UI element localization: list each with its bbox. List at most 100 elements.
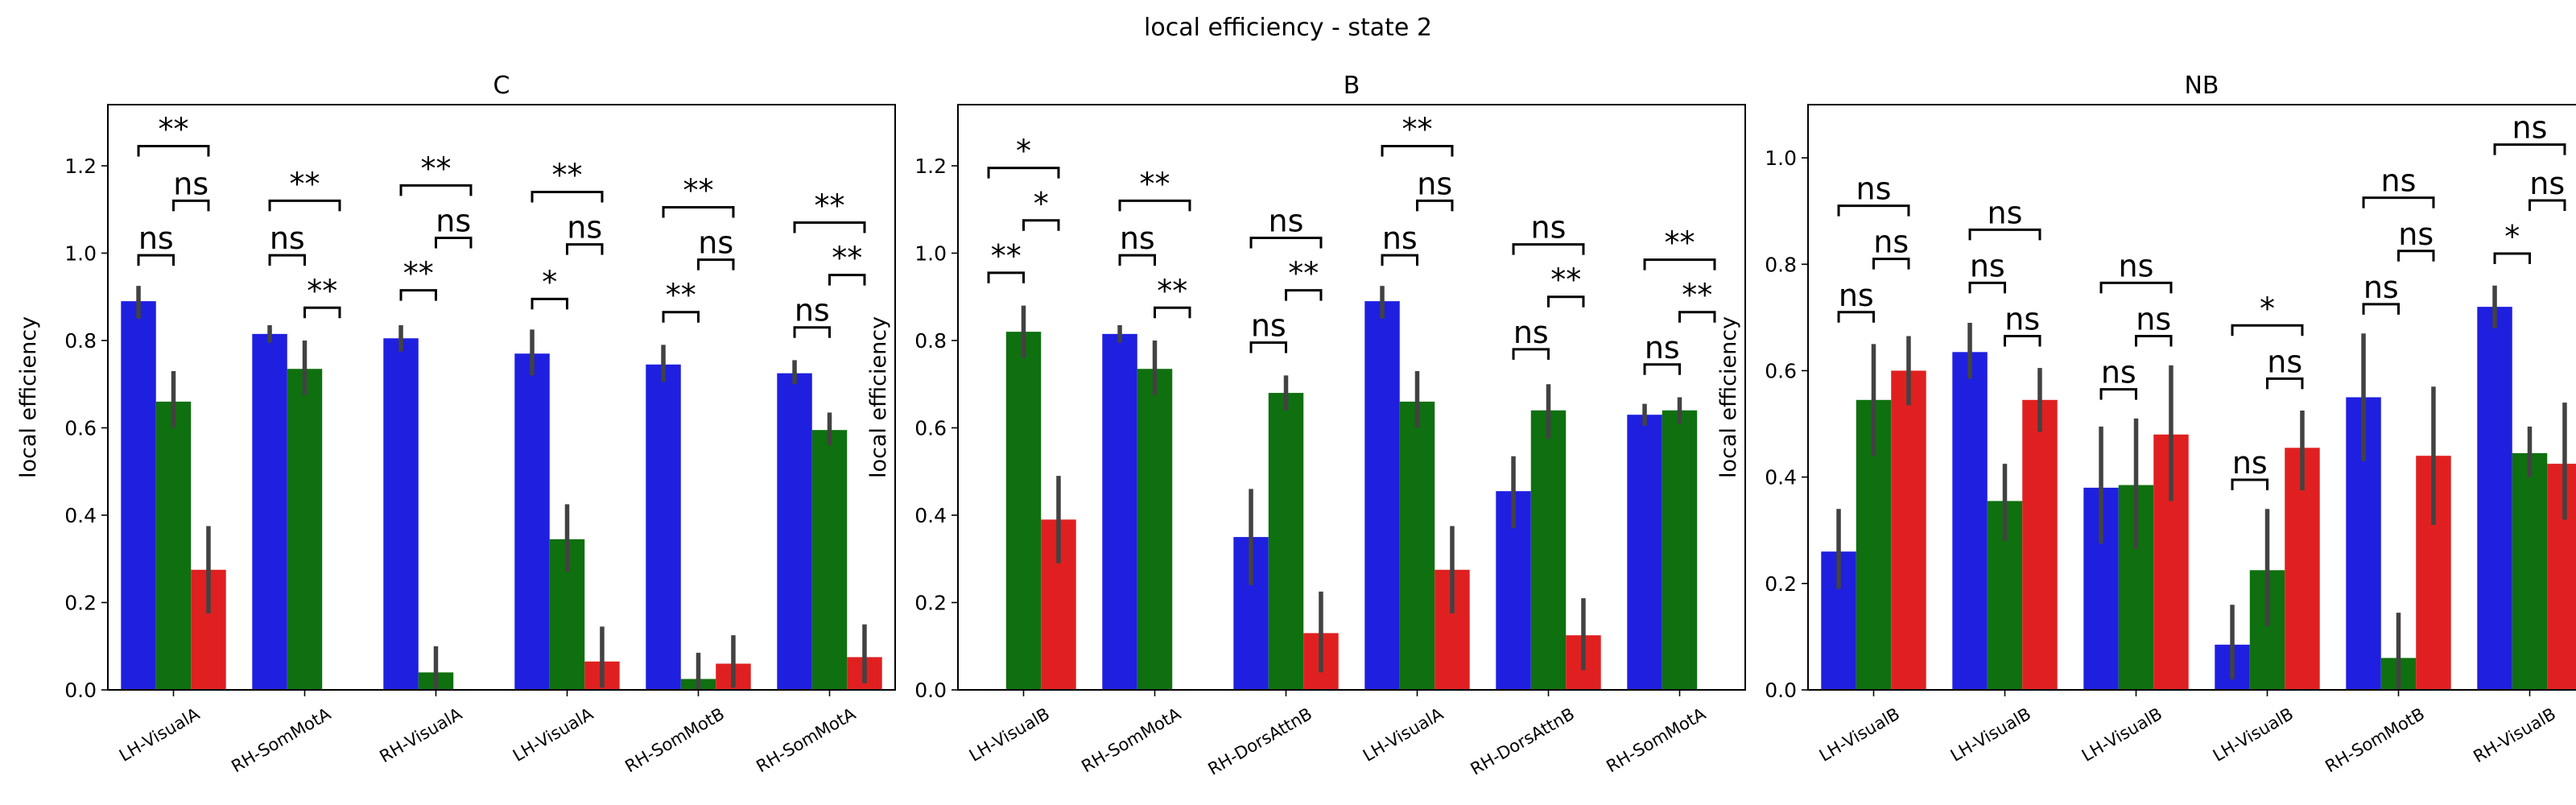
bar bbox=[811, 430, 848, 690]
significance-bracket bbox=[1022, 219, 1060, 231]
significance-label: ns bbox=[1970, 248, 2005, 283]
y-axis-label: local efficiency bbox=[866, 316, 891, 478]
panel-title: B bbox=[1344, 72, 1360, 100]
bar bbox=[252, 333, 287, 690]
bar bbox=[1268, 393, 1304, 690]
significance-bracket bbox=[1381, 254, 1418, 266]
significance-bracket bbox=[268, 199, 341, 212]
significance-label: ** bbox=[421, 151, 452, 186]
significance-bracket bbox=[1968, 228, 2041, 241]
significance-bracket bbox=[435, 236, 473, 249]
bar bbox=[383, 338, 419, 690]
y-tick-label: 0.8 bbox=[914, 329, 947, 353]
bar bbox=[1137, 369, 1173, 690]
significance-label: ** bbox=[1550, 262, 1581, 298]
significance-label: ns bbox=[138, 221, 174, 256]
significance-bracket bbox=[1547, 295, 1585, 308]
bar bbox=[1952, 352, 1988, 690]
significance-bracket bbox=[303, 306, 341, 319]
y-tick-label: 0.8 bbox=[64, 329, 97, 353]
significance-bracket bbox=[1416, 199, 1454, 212]
significance-label: ns bbox=[1251, 308, 1286, 344]
significance-bracket bbox=[1968, 281, 2006, 294]
significance-label: ** bbox=[815, 188, 845, 223]
bar bbox=[1102, 333, 1137, 690]
significance-bracket bbox=[2135, 334, 2173, 347]
significance-bracket bbox=[137, 145, 210, 157]
y-tick-label: 0.0 bbox=[64, 679, 97, 702]
significance-label: ns bbox=[173, 166, 208, 201]
significance-bracket bbox=[1118, 254, 1156, 266]
significance-label: ns bbox=[1531, 210, 1567, 246]
significance-bracket bbox=[1643, 363, 1681, 375]
significance-label: ns bbox=[2119, 248, 2154, 283]
significance-bracket bbox=[1118, 199, 1191, 212]
bar bbox=[1530, 410, 1567, 690]
significance-label: ns bbox=[1856, 171, 1892, 207]
significance-bracket bbox=[1381, 145, 1454, 157]
significance-bracket bbox=[2493, 143, 2566, 155]
significance-bracket bbox=[2231, 478, 2268, 490]
significance-label: ns bbox=[2398, 217, 2434, 252]
significance-bracket bbox=[1249, 341, 1287, 353]
significance-bracket bbox=[1249, 236, 1323, 249]
significance-bracket bbox=[530, 191, 604, 203]
significance-bracket bbox=[2266, 377, 2304, 390]
panel-title: NB bbox=[2184, 72, 2219, 100]
significance-label: ** bbox=[290, 166, 320, 201]
significance-label: ** bbox=[1157, 273, 1187, 308]
significance-bracket bbox=[268, 254, 306, 266]
significance-bracket bbox=[2004, 334, 2041, 347]
figure-title: local efficiency - state 2 bbox=[1144, 14, 1432, 42]
significance-label: ** bbox=[683, 172, 714, 208]
y-tick-label: 0.0 bbox=[1765, 679, 1797, 702]
significance-label: ns bbox=[2232, 445, 2268, 481]
bar bbox=[2512, 452, 2548, 690]
panel-title: C bbox=[493, 72, 510, 100]
significance-bracket bbox=[1285, 289, 1323, 301]
y-tick-label: 0.6 bbox=[64, 416, 97, 440]
significance-label: ns bbox=[2512, 110, 2548, 146]
significance-label: ns bbox=[2381, 163, 2417, 199]
significance-label: * bbox=[2504, 219, 2520, 254]
bar bbox=[646, 364, 681, 690]
significance-label: ** bbox=[1665, 225, 1695, 261]
y-tick-label: 1.0 bbox=[64, 242, 97, 265]
y-tick-label: 0.6 bbox=[914, 416, 947, 440]
bar bbox=[121, 301, 156, 690]
significance-bracket bbox=[2529, 199, 2566, 211]
significance-bracket bbox=[1512, 348, 1550, 360]
significance-label: ns bbox=[2136, 301, 2171, 336]
significance-bracket bbox=[987, 167, 1060, 179]
significance-label: ns bbox=[270, 221, 305, 256]
bar bbox=[2547, 464, 2576, 690]
significance-label: * bbox=[1034, 186, 1049, 221]
significance-label: ** bbox=[1402, 112, 1433, 147]
significance-bracket bbox=[662, 205, 735, 218]
significance-label: ns bbox=[1645, 330, 1680, 365]
significance-label: ** bbox=[832, 241, 862, 276]
y-tick-label: 0.6 bbox=[1765, 359, 1797, 382]
significance-label: ** bbox=[1140, 166, 1170, 201]
bar bbox=[2477, 307, 2512, 690]
significance-bracket bbox=[1643, 258, 1716, 270]
significance-label: ns bbox=[2267, 344, 2302, 379]
significance-label: ** bbox=[159, 112, 189, 147]
y-tick-label: 0.4 bbox=[914, 504, 947, 527]
significance-label: ns bbox=[1120, 221, 1155, 256]
significance-bracket bbox=[793, 221, 866, 233]
bar bbox=[287, 369, 323, 690]
significance-label: ns bbox=[1988, 195, 2023, 230]
y-tick-label: 0.8 bbox=[1765, 253, 1797, 276]
bar bbox=[1627, 415, 1662, 690]
significance-label: ** bbox=[991, 238, 1022, 274]
significance-bracket bbox=[1154, 306, 1191, 319]
significance-label: ns bbox=[1873, 225, 1909, 260]
y-tick-label: 0.2 bbox=[64, 591, 97, 614]
significance-bracket bbox=[828, 274, 866, 286]
bar bbox=[1364, 301, 1400, 690]
significance-bracket bbox=[987, 271, 1025, 283]
significance-bracket bbox=[1512, 243, 1585, 255]
significance-label: ns bbox=[436, 203, 471, 238]
significance-bracket bbox=[399, 289, 437, 301]
